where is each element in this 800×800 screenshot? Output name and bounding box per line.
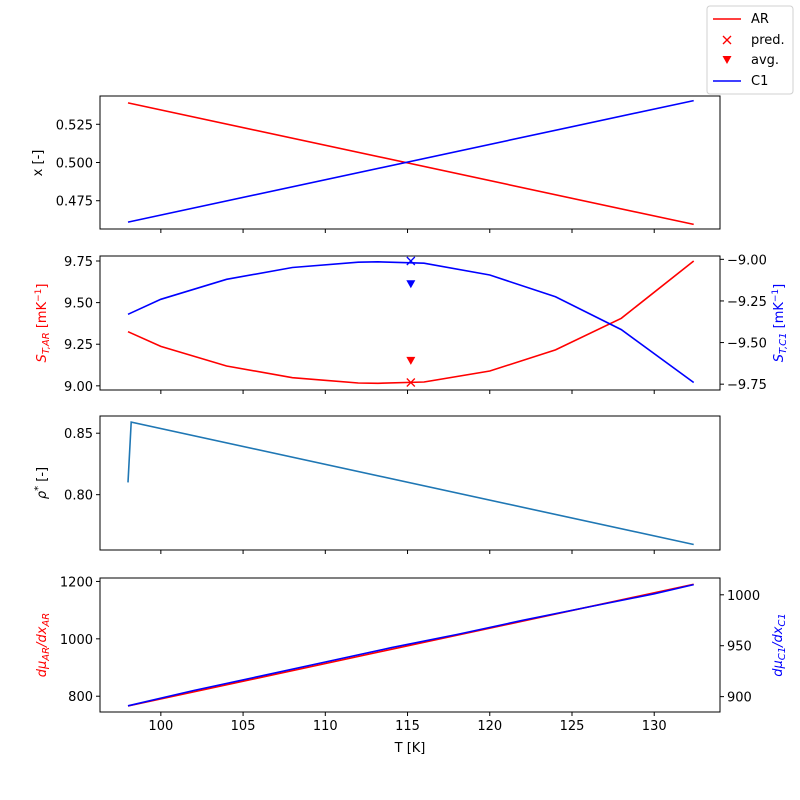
panel-2-frame — [99, 255, 721, 391]
x-tick-label: 115 — [395, 719, 420, 734]
marker-soret-pred-right — [406, 256, 416, 266]
y-tick-label-right: 950 — [727, 640, 752, 655]
legend-avg-label: avg. — [751, 53, 779, 68]
y-tick-label-left: 9.25 — [64, 338, 93, 353]
panel-1-ylabel: x [-] — [31, 150, 46, 177]
y-tick-label-left: 9.75 — [64, 255, 93, 270]
panels-layer: 0.475 0.500 0.525 9.00 9.25 9.50 9.75 −9.75 −9.5… — [56, 95, 767, 734]
y-tick-label-left: 0.85 — [64, 427, 93, 442]
series-density-rho — [127, 421, 694, 546]
y-tick-label-right: −9.00 — [727, 253, 767, 268]
legend-frame — [706, 5, 794, 95]
y-tick-label-right: −9.25 — [727, 295, 767, 310]
legend: AR pred. avg. C1 — [706, 5, 794, 95]
legend-c1-label: C1 — [751, 74, 768, 89]
panel-3: 0.80 0.85 — [64, 415, 721, 554]
marker-stroke — [406, 256, 416, 266]
x-tick-label: 120 — [477, 719, 502, 734]
marker-soret-avg-left — [406, 356, 416, 365]
x-tick-label: 105 — [231, 719, 256, 734]
legend-ar-label: AR — [751, 12, 769, 27]
y-tick-label-left: 0.475 — [56, 195, 93, 210]
series-chempot-c1 — [127, 583, 694, 707]
panel-2: 9.00 9.25 9.50 9.75 −9.75 −9.50 −9.25 −9.00 — [64, 253, 767, 395]
legend-pred-marker — [722, 35, 732, 45]
y-tick-label-left: 0.525 — [56, 118, 93, 133]
y-tick-label-left: 800 — [68, 690, 93, 705]
panel-2-ylabel-left: ST,AR [mK−1] — [34, 284, 52, 363]
y-tick-label-right: −9.50 — [727, 337, 767, 352]
panel-2-ylabel-right: ST,C1 [mK−1] — [771, 284, 789, 362]
marker-soret-avg-right — [406, 280, 416, 289]
x-axis-label: T [K] — [394, 741, 426, 756]
series-soret-c1 — [127, 260, 695, 384]
y-tick-label-left: 1200 — [60, 575, 93, 590]
y-tick-label-left: 9.50 — [64, 297, 93, 312]
panel-1-frame — [99, 95, 721, 230]
legend-pred-label: pred. — [751, 33, 785, 48]
y-tick-label-right: 1000 — [727, 589, 760, 604]
y-tick-label-left: 0.80 — [64, 489, 93, 504]
x-tick-label: 125 — [560, 719, 585, 734]
legend-avg-marker — [722, 56, 732, 64]
series-composition-c1 — [127, 99, 694, 223]
series-soret-ar — [127, 260, 695, 385]
panel-4-frame — [99, 577, 721, 713]
marker-stroke — [406, 378, 416, 387]
x-tick-label: 100 — [148, 719, 173, 734]
y-tick-label-left: 9.00 — [64, 380, 93, 395]
y-tick-label-left: 0.500 — [56, 157, 93, 172]
y-tick-label-right: 900 — [727, 691, 752, 706]
panel-4: 100 105 110 115 120 125 130 800 1000 1200 900 950 10… — [60, 575, 760, 734]
panel-3-ylabel: ρ* [-] — [33, 467, 50, 499]
panel-4-ylabel-left: dμAR/dxAR — [35, 613, 52, 677]
panel-4-ylabel-right: dμC1/dxC1 — [771, 613, 788, 677]
series-composition-ar — [127, 102, 694, 226]
y-tick-label-right: −9.75 — [727, 378, 767, 393]
panel-3-frame — [99, 415, 721, 551]
panel-1: 0.475 0.500 0.525 — [56, 95, 721, 233]
x-tick-label: 130 — [642, 719, 667, 734]
y-tick-label-left: 1000 — [60, 633, 93, 648]
marker-soret-pred-left — [406, 378, 416, 387]
x-tick-label: 110 — [313, 719, 338, 734]
